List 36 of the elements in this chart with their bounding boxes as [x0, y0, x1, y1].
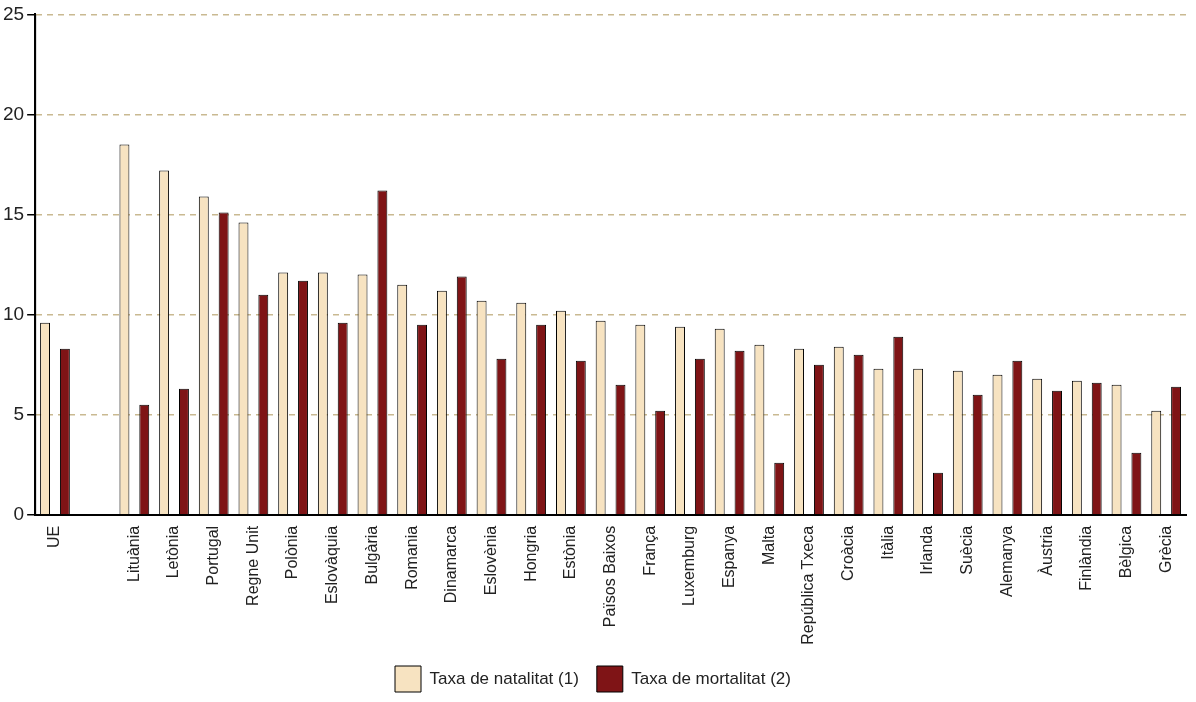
- x-tick-label: República Txeca: [799, 525, 817, 645]
- x-tick-label: Eslovènia: [481, 525, 499, 596]
- y-tick-label: 20: [2, 102, 25, 124]
- x-tick-label: Eslovàquia: [323, 525, 341, 605]
- x-tick-label: Bulgària: [362, 525, 380, 585]
- x-tick-label: Països Baixos: [600, 525, 618, 628]
- legend-label: Taxa de natalitat (1): [429, 668, 579, 688]
- x-tick-label: França: [640, 525, 658, 576]
- y-tick-label: 10: [2, 302, 25, 324]
- y-tick-label: 0: [13, 503, 25, 525]
- x-tick-label: Lituània: [124, 525, 142, 582]
- x-tick-label: Regne Unit: [243, 525, 261, 606]
- x-tick-label: Croàcia: [839, 525, 857, 581]
- x-tick-label: Dinamarca: [442, 525, 460, 604]
- x-tick-label: Malta: [759, 525, 777, 565]
- x-tick-label: Bèlgica: [1116, 525, 1134, 579]
- x-tick-label: Romania: [402, 525, 420, 590]
- x-tick-label: Espanya: [720, 525, 738, 589]
- x-tick-label: Grècia: [1156, 525, 1174, 573]
- x-tick-label: Suècia: [958, 525, 976, 575]
- x-tick-label: Finlàndia: [1077, 525, 1095, 591]
- x-tick-label: Polònia: [283, 525, 301, 580]
- x-tick-label: Estònia: [561, 525, 579, 580]
- legend-label: Taxa de mortalitat (2): [631, 668, 791, 688]
- x-tick-label: Letònia: [164, 525, 182, 579]
- y-tick-label: 15: [2, 202, 25, 224]
- x-tick-label: Itàlia: [878, 525, 896, 560]
- x-tick-label: Irlanda: [918, 525, 936, 575]
- x-tick-label: Àustria: [1036, 525, 1055, 576]
- x-tick-label: Portugal: [204, 525, 222, 586]
- x-tick-label: UE: [45, 525, 63, 549]
- x-tick-label: Hongria: [521, 525, 539, 582]
- x-tick-label: Luxemburg: [680, 525, 698, 606]
- x-tick-label: Alemanya: [997, 525, 1015, 597]
- y-tick-label: 5: [13, 402, 25, 424]
- y-tick-label: 25: [2, 2, 25, 24]
